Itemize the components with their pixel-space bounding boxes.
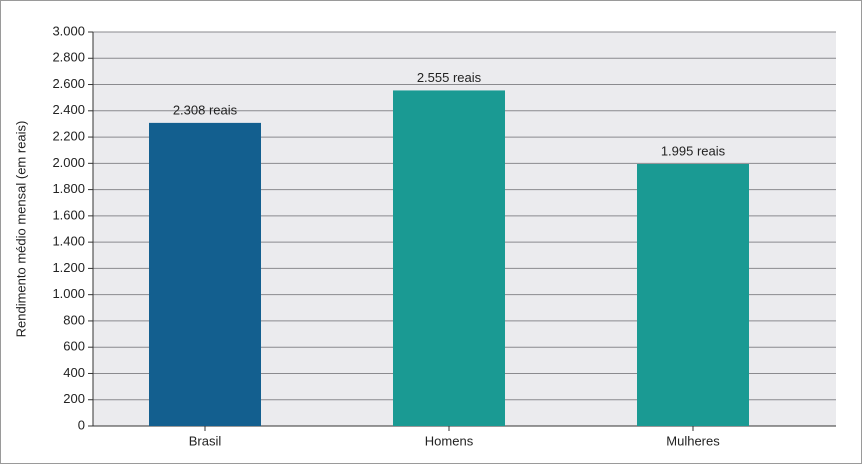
x-tick-label: Homens (425, 433, 474, 448)
y-tick-label: 1.800 (52, 181, 85, 196)
y-tick-label: 1.400 (52, 234, 85, 249)
y-tick-label: 2.400 (52, 102, 85, 117)
y-tick-label: 2.200 (52, 129, 85, 144)
y-tick-label: 600 (63, 339, 85, 354)
y-tick-label: 1.600 (52, 207, 85, 222)
y-tick-label: 3.000 (52, 23, 85, 38)
y-tick-label: 1.000 (52, 286, 85, 301)
y-tick-label: 2.000 (52, 155, 85, 170)
bar (637, 163, 749, 427)
y-tick-label: 0 (78, 417, 85, 432)
y-tick-label: 1.200 (52, 260, 85, 275)
x-tick-label: Brasil (189, 433, 222, 448)
value-label: 2.555 reais (417, 70, 482, 85)
bar (149, 122, 261, 427)
y-tick-label: 800 (63, 312, 85, 327)
y-axis-label: Rendimento médio mensal (em reais) (13, 121, 28, 338)
y-tick-label: 400 (63, 365, 85, 380)
x-tick-label: Mulheres (666, 433, 720, 448)
value-label: 2.308 reais (173, 102, 238, 117)
value-label: 1.995 reais (661, 143, 726, 158)
y-tick-label: 2.600 (52, 76, 85, 91)
bar (393, 90, 505, 427)
y-tick-label: 200 (63, 391, 85, 406)
y-tick-label: 2.800 (52, 50, 85, 65)
